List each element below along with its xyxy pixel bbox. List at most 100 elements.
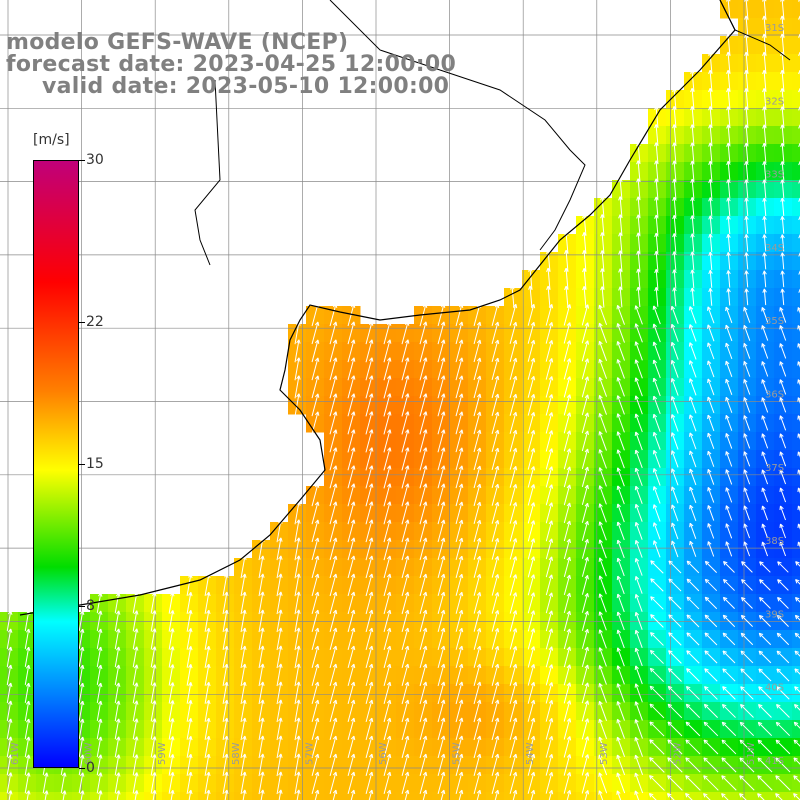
wind-arrow <box>150 682 157 704</box>
wind-arrow <box>708 124 713 146</box>
wind-arrow <box>401 717 410 741</box>
wind-arrow <box>618 250 623 272</box>
wind-arrow <box>762 88 767 110</box>
wind-cell <box>792 648 800 667</box>
wind-arrow <box>670 341 679 360</box>
wind-arrow <box>708 288 713 306</box>
wind-arrow <box>743 415 751 431</box>
wind-arrow <box>707 468 715 485</box>
wind-arrow <box>743 541 751 557</box>
wind-arrow <box>473 465 482 489</box>
wind-arrow <box>473 501 482 525</box>
wind-arrow <box>455 645 464 668</box>
wind-arrow <box>634 395 643 415</box>
wind-arrow <box>258 627 265 651</box>
wind-arrow <box>386 789 392 800</box>
wind-arrow <box>96 718 103 740</box>
wind-arrow <box>240 609 247 633</box>
wind-arrow <box>740 668 754 682</box>
wind-arrow <box>636 196 641 218</box>
wind-arrow <box>672 106 677 128</box>
wind-arrow <box>509 646 518 668</box>
wind-arrow <box>294 699 301 723</box>
wind-arrow <box>564 249 569 272</box>
wind-arrow <box>634 611 643 630</box>
wind-arrow <box>6 754 13 776</box>
valid-date: valid date: 2023-05-10 12:00:00 <box>42 74 450 99</box>
wind-arrow <box>761 343 769 359</box>
wind-arrow <box>545 322 554 344</box>
wind-arrow <box>689 468 697 486</box>
wind-arrow <box>726 0 731 21</box>
wind-arrow <box>240 699 247 723</box>
wind-arrow <box>740 686 754 700</box>
wind-arrow <box>60 772 67 794</box>
wind-arrow <box>311 717 320 741</box>
wind-arrow <box>6 718 13 740</box>
wind-arrow <box>654 160 659 182</box>
wind-arrow <box>634 539 643 558</box>
wind-arrow <box>598 736 608 758</box>
wind-arrow <box>545 556 554 578</box>
wind-arrow <box>722 578 735 591</box>
wind-arrow <box>419 537 428 561</box>
wind-arrow <box>563 448 572 470</box>
wind-arrow <box>491 357 500 381</box>
wind-arrow <box>528 267 533 291</box>
wind-arrow <box>616 413 625 433</box>
wind-arrow <box>258 699 265 723</box>
wind-arrow <box>383 681 392 705</box>
wind-arrow <box>744 197 749 217</box>
wind-arrow <box>598 557 607 577</box>
wind-arrow <box>276 609 283 633</box>
wind-arrow <box>294 645 301 669</box>
wind-arrow <box>329 591 338 615</box>
wind-arrow <box>311 357 320 381</box>
wind-arrow <box>509 556 518 578</box>
wind-arrow <box>527 412 536 434</box>
wind-arrow <box>132 610 139 632</box>
wind-arrow <box>150 628 157 650</box>
wind-arrow <box>419 663 428 687</box>
wind-arrow <box>563 358 572 380</box>
wind-arrow <box>581 520 589 541</box>
wind-arrow <box>649 721 665 737</box>
wind-arrow <box>401 429 410 453</box>
wind-arrow <box>708 88 713 110</box>
wind-cell <box>792 324 800 343</box>
wind-arrow <box>690 124 695 146</box>
wind-cell <box>792 180 800 199</box>
wind-arrow <box>473 663 482 687</box>
lon-label: 55W <box>452 742 463 765</box>
wind-arrow <box>294 555 301 579</box>
wind-arrow <box>616 665 625 685</box>
wind-arrow <box>458 789 464 800</box>
wind-cell <box>450 792 469 800</box>
wind-arrow <box>686 596 700 610</box>
wind-arrow <box>688 306 697 324</box>
wind-arrow <box>546 267 551 290</box>
wind-arrow <box>634 323 643 343</box>
wind-arrow <box>563 736 572 758</box>
wind-arrow <box>365 357 374 381</box>
wind-arrow <box>707 324 715 342</box>
wind-arrow <box>618 286 623 308</box>
wind-arrow <box>758 614 771 627</box>
wind-arrow <box>545 520 554 542</box>
wind-arrow <box>96 772 103 794</box>
wind-arrow <box>780 106 785 128</box>
wind-arrow <box>776 614 789 627</box>
wind-arrow <box>672 160 677 182</box>
wind-arrow <box>240 771 247 795</box>
wind-arrow <box>634 485 643 504</box>
wind-arrow <box>296 789 301 800</box>
wind-arrow <box>600 232 605 254</box>
wind-arrow <box>527 484 536 506</box>
wind-arrow <box>726 106 731 128</box>
wind-arrow <box>509 717 518 741</box>
wind-arrow <box>650 560 664 574</box>
wind-arrow <box>311 555 320 579</box>
wind-arrow <box>473 681 482 705</box>
wind-arrow <box>616 503 625 523</box>
